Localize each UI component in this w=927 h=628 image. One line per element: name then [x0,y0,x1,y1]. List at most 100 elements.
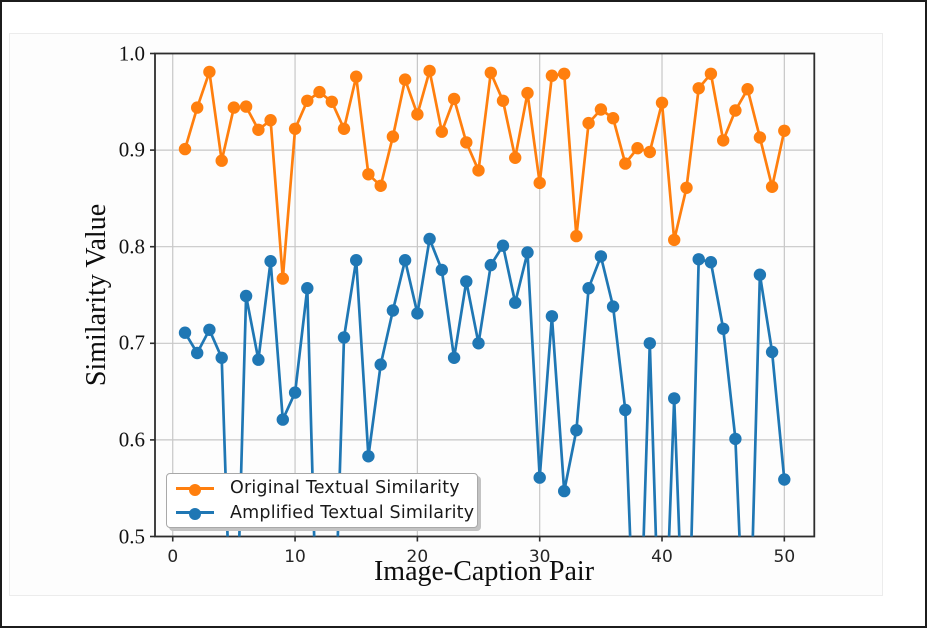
data-point-marker [411,108,424,121]
data-point-marker [447,92,461,106]
data-point-marker [423,64,436,78]
data-point-marker [753,131,767,144]
data-point-marker [386,130,400,143]
data-point-marker [215,351,228,364]
data-point-marker [570,424,583,437]
y-tick-label: 0.8 [118,234,145,259]
data-point-marker [362,450,375,463]
data-point-marker [643,145,656,159]
data-point-marker [264,114,277,127]
data-point-marker [545,310,559,323]
data-point-marker [606,112,620,125]
data-point-marker [301,94,314,108]
data-point-marker [288,386,302,399]
data-point-marker [765,180,779,193]
data-point-marker [558,67,571,81]
data-point-marker [594,250,608,263]
x-tick-label: 50 [773,546,796,567]
data-point-marker [313,85,326,99]
data-point-marker [350,254,363,267]
data-point-marker [582,116,595,130]
data-point-marker [729,104,742,117]
x-tick-label: 10 [284,546,306,567]
data-point-marker [496,239,510,252]
data-point-marker [227,101,241,114]
data-point-marker [386,304,400,317]
data-point-marker [252,123,265,136]
data-point-marker [178,142,192,156]
data-point-marker [484,258,497,272]
data-point-marker [680,181,693,194]
data-point-marker [704,256,718,269]
y-tick-label: 0.6 [118,427,145,452]
data-point-marker [460,136,473,149]
data-point-marker [276,272,289,285]
data-point-marker [337,122,351,135]
data-point-marker [484,66,497,80]
data-series [178,64,791,537]
legend-row-original: Original Textual Similarity [167,476,477,500]
data-point-marker [203,65,216,79]
data-point-marker [350,70,363,83]
y-tick-label: 1.0 [118,41,145,65]
data-point-marker [460,275,473,288]
data-point-marker [692,82,705,95]
data-point-marker [239,289,253,303]
axes-frame [154,52,816,538]
data-point-marker [692,253,705,266]
data-point-marker [717,322,730,335]
y-tick-label: 0.7 [118,330,145,355]
data-point-marker [203,323,216,336]
legend-row-amplified: Amplified Textual Similarity [167,501,477,525]
legend-label-original: Original Textual Similarity [230,478,460,499]
data-point-marker [191,101,204,114]
data-point-marker [509,296,522,309]
x-axis-title: Image-Caption Pair [373,556,595,587]
data-point-marker [215,154,228,167]
data-point-marker [753,268,767,281]
data-point-marker [668,233,681,247]
data-point-marker [325,95,338,109]
axis-ticks [150,52,786,542]
data-point-marker [643,337,656,350]
legend: Original Textual Similarity Amplified Te… [166,473,478,528]
legend-label-amplified: Amplified Textual Similarity [230,502,475,523]
data-point-marker [631,142,644,155]
x-tick-label: 40 [651,546,673,567]
data-point-marker [276,413,289,426]
data-point-marker [472,164,485,177]
data-point-marker [191,346,204,360]
series-line [183,69,786,280]
data-point-marker [570,229,583,243]
data-point-marker [252,353,265,366]
y-tick-label: 0.5 [118,524,145,548]
data-point-marker [435,263,448,277]
data-point-marker [178,326,192,339]
data-point-marker [582,282,595,295]
data-point-marker [374,358,387,371]
data-point-marker [496,94,510,108]
data-point-marker [778,473,791,486]
data-point-marker [655,96,669,110]
data-point-marker [521,86,534,100]
data-point-marker [398,254,412,267]
data-point-marker [423,232,436,246]
data-point-marker [337,331,351,344]
data-point-marker [533,176,546,190]
data-point-marker [374,179,387,192]
data-point-marker [606,300,620,313]
data-point-marker [398,73,412,86]
data-point-marker [411,307,424,320]
y-tick-label: 0.9 [118,137,145,162]
data-point-marker [558,484,571,498]
data-point-marker [362,168,375,181]
data-point-marker [778,124,791,137]
data-point-marker [301,282,314,295]
data-point-marker [765,345,779,359]
data-point-marker [509,151,522,164]
data-point-marker [741,83,754,96]
data-point-marker [288,122,302,135]
x-tick-label: 30 [528,546,551,567]
data-point-marker [545,69,559,82]
